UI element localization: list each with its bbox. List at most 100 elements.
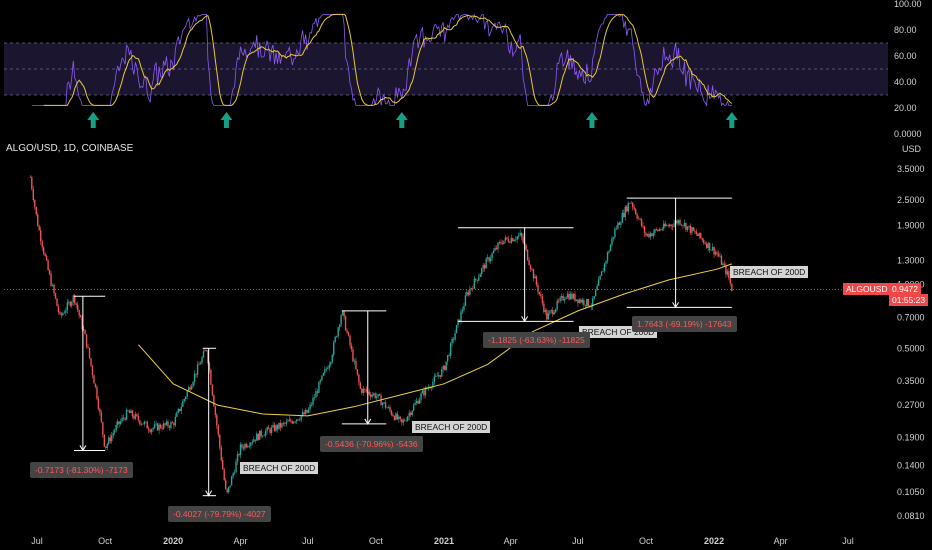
candle-body — [404, 420, 406, 421]
drop-label-1: -0.7173 (-81.30%) -7173 — [30, 462, 133, 478]
candle-body — [196, 364, 199, 375]
candle-body — [722, 263, 724, 265]
candle-body — [134, 414, 137, 419]
candle-body — [532, 269, 535, 279]
candle-body — [331, 354, 333, 363]
candle-body — [195, 373, 197, 375]
price-tick-label: 0.0810 — [897, 511, 925, 521]
candle-body — [179, 409, 181, 411]
candle-body — [460, 311, 462, 322]
candle-body — [519, 233, 521, 236]
candle-body — [59, 312, 61, 314]
candle-body — [266, 427, 268, 432]
candle-body — [664, 223, 666, 227]
arrow-up-icon — [220, 112, 233, 128]
candle-body — [497, 242, 499, 250]
price-tick-label: 0.1900 — [897, 432, 925, 442]
candle-body — [97, 398, 100, 410]
candle-body — [368, 391, 370, 395]
candle-body — [655, 229, 658, 230]
price-tick-label: 1.3000 — [897, 255, 925, 265]
arrow-down-icon — [205, 490, 213, 497]
candle-body — [424, 387, 427, 396]
candle-body — [534, 276, 536, 279]
candle-body — [253, 439, 255, 442]
candle-body — [609, 244, 612, 252]
candle-body — [614, 228, 616, 238]
candle-body — [318, 382, 320, 393]
candle-body — [633, 206, 635, 210]
candle-body — [707, 242, 709, 248]
candle-body — [229, 485, 231, 487]
drop-label-2: -0.4027 (-79.79%) -4027 — [168, 506, 271, 522]
candle-body — [652, 232, 655, 236]
candle-body — [636, 214, 638, 219]
candle-body — [544, 310, 547, 313]
candle-body — [596, 285, 598, 291]
candle-body — [377, 394, 379, 397]
candle-body — [167, 421, 169, 427]
candle-body — [557, 300, 560, 302]
candle-body — [500, 241, 502, 244]
candle-body — [433, 376, 436, 382]
candle-body — [230, 476, 233, 486]
candle-body — [560, 295, 563, 298]
candle-body — [566, 293, 569, 298]
candle-body — [402, 420, 404, 423]
candle-body — [124, 418, 126, 420]
candle-body — [452, 339, 455, 340]
candle-body — [82, 328, 85, 331]
candle-body — [682, 225, 684, 226]
candle-body — [190, 386, 193, 390]
candle-body — [254, 439, 256, 441]
candle-body — [475, 278, 477, 280]
candle-body — [683, 223, 686, 226]
candle-body — [679, 220, 681, 225]
candle-body — [550, 309, 552, 312]
candle-body — [72, 295, 74, 302]
rsi-tick-label: 20.00 — [894, 103, 917, 113]
candle-body — [458, 319, 461, 322]
candle-body — [53, 284, 55, 294]
candle-body — [146, 421, 148, 429]
candle-body — [34, 200, 36, 207]
candle-body — [148, 428, 150, 431]
candle-body — [648, 233, 650, 238]
candle-body — [704, 242, 706, 245]
candle-body — [472, 288, 474, 289]
candle-body — [94, 383, 97, 387]
candle-body — [239, 444, 242, 456]
candle-body — [606, 252, 609, 262]
candle-body — [415, 400, 418, 403]
candle-body — [189, 387, 191, 390]
candle-body — [261, 435, 264, 437]
candle-body — [156, 423, 159, 431]
candle-body — [343, 311, 345, 317]
arrow-up-icon — [725, 112, 738, 128]
candle-body — [211, 384, 214, 396]
candle-body — [620, 222, 622, 225]
time-tick-label: Apr — [233, 536, 247, 546]
rsi-tick-label: 80.00 — [894, 25, 917, 35]
candle-body — [522, 236, 524, 243]
candle-body — [270, 427, 273, 434]
candle-body — [374, 393, 376, 398]
candle-body — [44, 253, 46, 257]
candle-body — [121, 417, 123, 422]
candle-body — [142, 423, 144, 425]
candle-body — [273, 424, 276, 431]
candle-body — [528, 260, 530, 266]
candle-body — [353, 360, 356, 362]
candle-body — [267, 427, 270, 430]
candle-body — [593, 296, 595, 299]
breach-label-1: BREACH OF 200D — [240, 462, 319, 474]
candle-body — [32, 189, 35, 201]
candle-body — [319, 380, 322, 383]
price-tick-label: 0.5000 — [897, 343, 925, 353]
chart-title: ALGO/USD, 1D, COINBASE — [6, 143, 134, 154]
candle-body — [145, 421, 147, 423]
candle-body — [68, 301, 70, 303]
candle-body — [210, 369, 212, 385]
candle-body — [670, 224, 672, 227]
